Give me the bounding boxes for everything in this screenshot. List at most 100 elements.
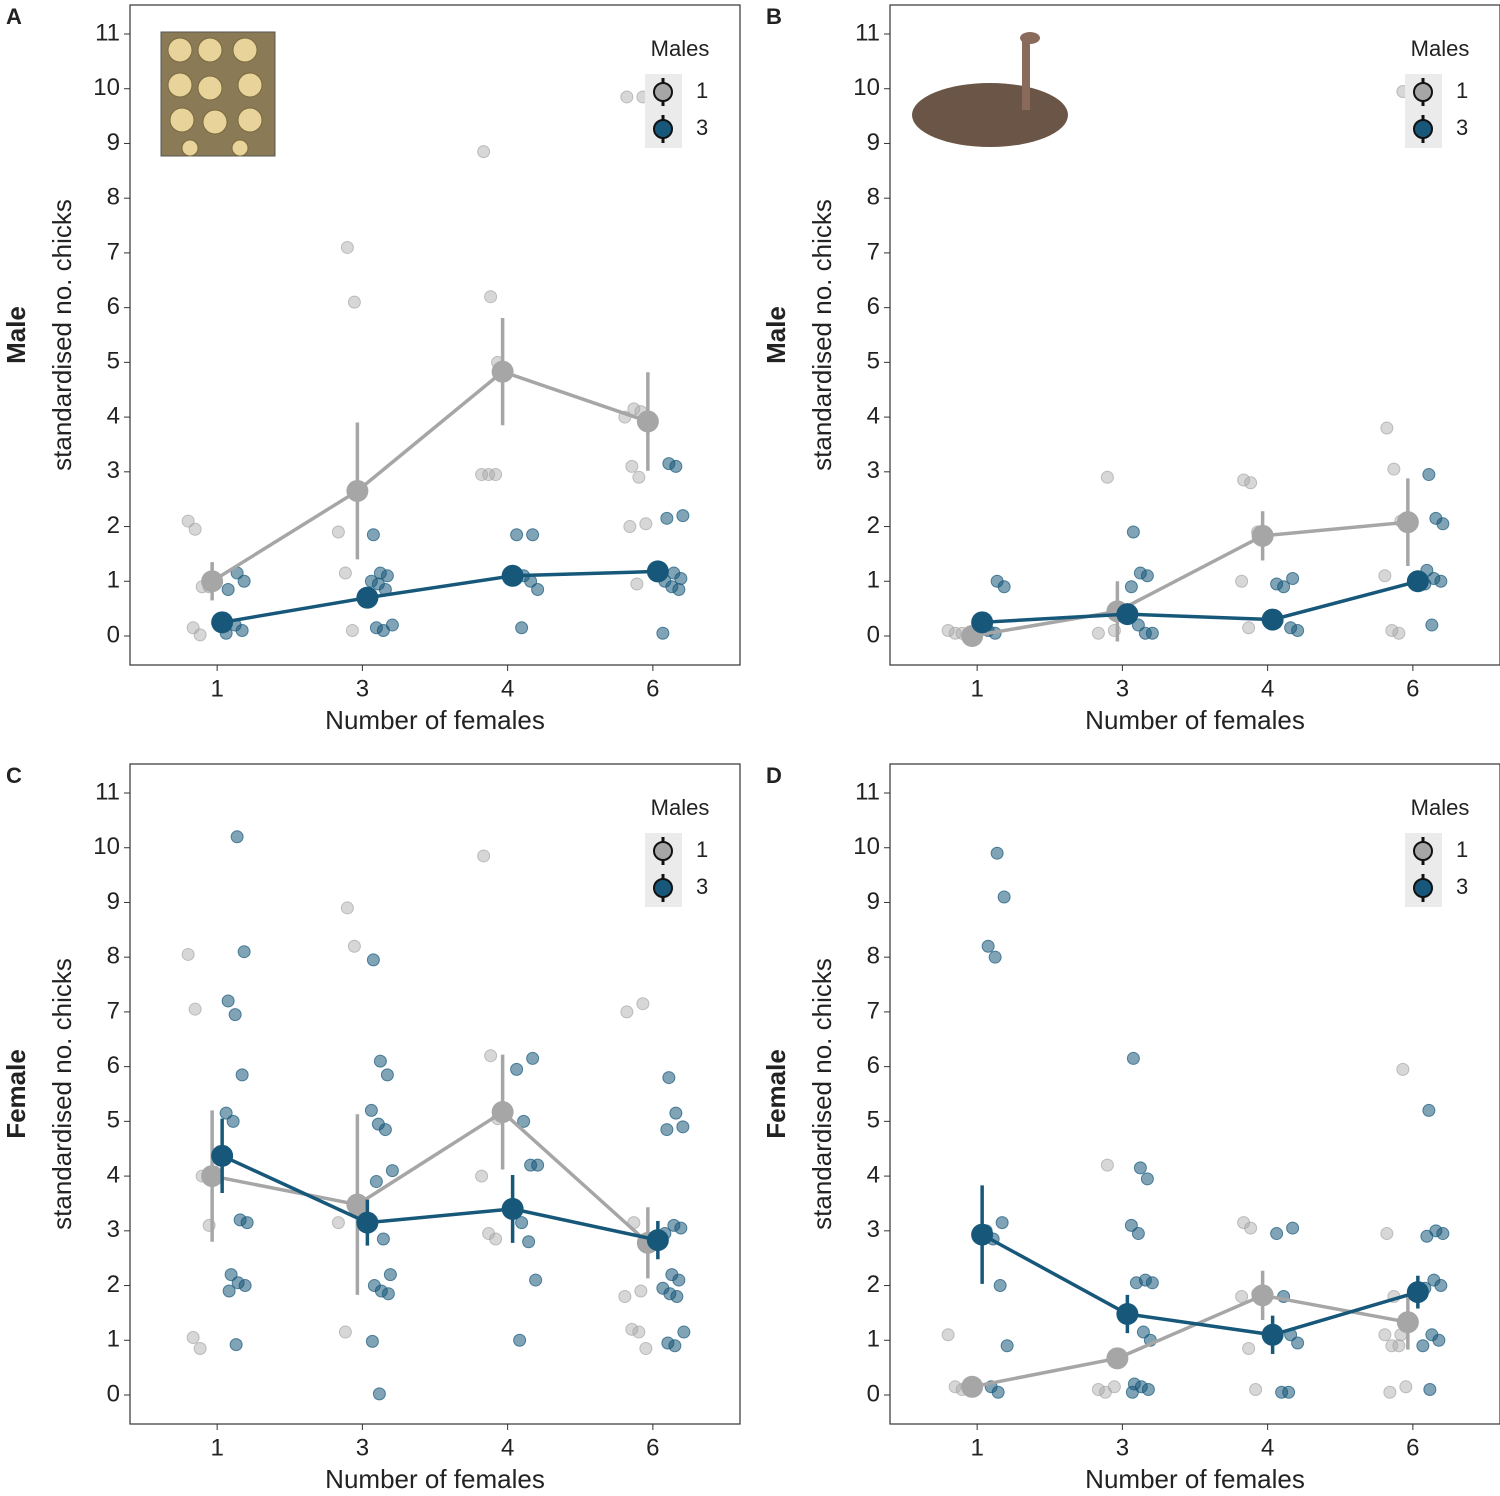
y-tick-label: 6 [867,1052,880,1079]
raw-point [1235,574,1249,588]
mean-point [646,1229,669,1252]
raw-point [338,566,352,580]
x-tick-label: 6 [646,1434,659,1461]
raw-point [1129,1276,1143,1290]
panel: C Female standardised no. chicks Number of … [1,763,741,1494]
raw-point [529,1273,543,1287]
row-label: Female [761,1049,791,1139]
y-tick-label: 7 [107,997,120,1024]
mean-point [201,570,224,593]
raw-point [672,1273,686,1287]
raw-point [347,295,361,309]
raw-point [1140,569,1154,583]
mean-point [971,611,994,634]
raw-point [1291,624,1305,638]
raw-point [1131,618,1145,632]
y-tick-label: 11 [855,778,880,805]
mean-line [211,369,649,583]
raw-point [1141,1383,1155,1397]
raw-point [338,1325,352,1339]
raw-point [1091,1383,1105,1397]
mean-point [491,360,514,383]
mean-point [961,1375,984,1398]
raw-point [1286,1221,1300,1235]
plot-frame [889,763,1500,1425]
mean-point [346,1193,369,1216]
y-tick-label: 7 [107,238,120,265]
mean-line [982,579,1419,625]
mean-line [221,569,658,625]
raw-point [620,90,634,104]
raw-point [668,1339,682,1353]
raw-point [988,950,1002,964]
y-tick-label: 0 [107,621,120,648]
y-tick-label: 7 [867,997,880,1024]
raw-point [634,1284,648,1298]
raw-point [672,582,686,596]
plot-frame [129,763,741,1425]
raw-point [1434,1279,1448,1293]
raw-point [381,1287,395,1301]
raw-point [1131,1227,1145,1241]
raw-point [941,624,955,638]
raw-point [340,901,354,915]
row-label: Male [761,306,791,364]
panel: B Male standardised no. chicks Number of fe… [761,4,1500,735]
raw-point [674,1221,688,1235]
plot-frame [889,4,1500,666]
raw-point [219,1106,233,1120]
raw-point [376,624,390,638]
y-tick-label: 8 [867,943,880,970]
plot-frame [129,4,741,666]
raw-point [515,1216,529,1230]
legend-label: 1 [696,837,708,862]
raw-point [489,1232,503,1246]
raw-point [237,574,251,588]
legend-title: Males [1411,36,1470,61]
panel: A Male standardised no. chicks Number of fe… [1,4,741,735]
mean-line [971,520,1409,638]
panel: D Female standardised no. chicks Number of … [761,763,1500,1494]
y-tick-label: 3 [867,1216,880,1243]
raw-point [941,1328,955,1342]
raw-point [993,1279,1007,1293]
raw-point [1383,1385,1397,1399]
raw-point [1235,1289,1249,1303]
raw-point [510,1062,524,1076]
y-tick-label: 3 [107,457,120,484]
raw-point [484,290,498,304]
y-axis-label: standardised no. chicks [807,958,837,1230]
legend-key [1413,82,1433,102]
legend-key [653,82,673,102]
raw-point [632,1325,646,1339]
raw-point [513,1333,527,1347]
raw-point [990,846,1004,860]
x-axis-label: Number of females [1085,1464,1305,1494]
raw-point [676,509,690,523]
raw-point [1385,1339,1399,1353]
raw-point [1423,1383,1437,1397]
raw-point [1282,1385,1296,1399]
y-tick-label: 0 [867,1380,880,1407]
raw-point [662,1071,676,1085]
x-tick-label: 3 [356,1434,369,1461]
raw-point [1378,1328,1392,1342]
y-tick-label: 6 [107,293,120,320]
raw-point [1145,626,1159,640]
raw-point [639,517,653,531]
raw-point [1392,1339,1406,1353]
y-axis-label: standardised no. chicks [47,199,77,471]
raw-point [997,580,1011,594]
raw-point [477,849,491,863]
raw-point [229,1338,243,1352]
raw-point [1436,517,1450,531]
raw-point [385,1164,399,1178]
raw-point [1422,1103,1436,1117]
raw-point [510,528,524,542]
raw-point [372,1387,386,1401]
raw-point [366,953,380,967]
raw-point [618,1289,632,1303]
raw-point [193,1341,207,1355]
mean-line [211,1109,650,1245]
